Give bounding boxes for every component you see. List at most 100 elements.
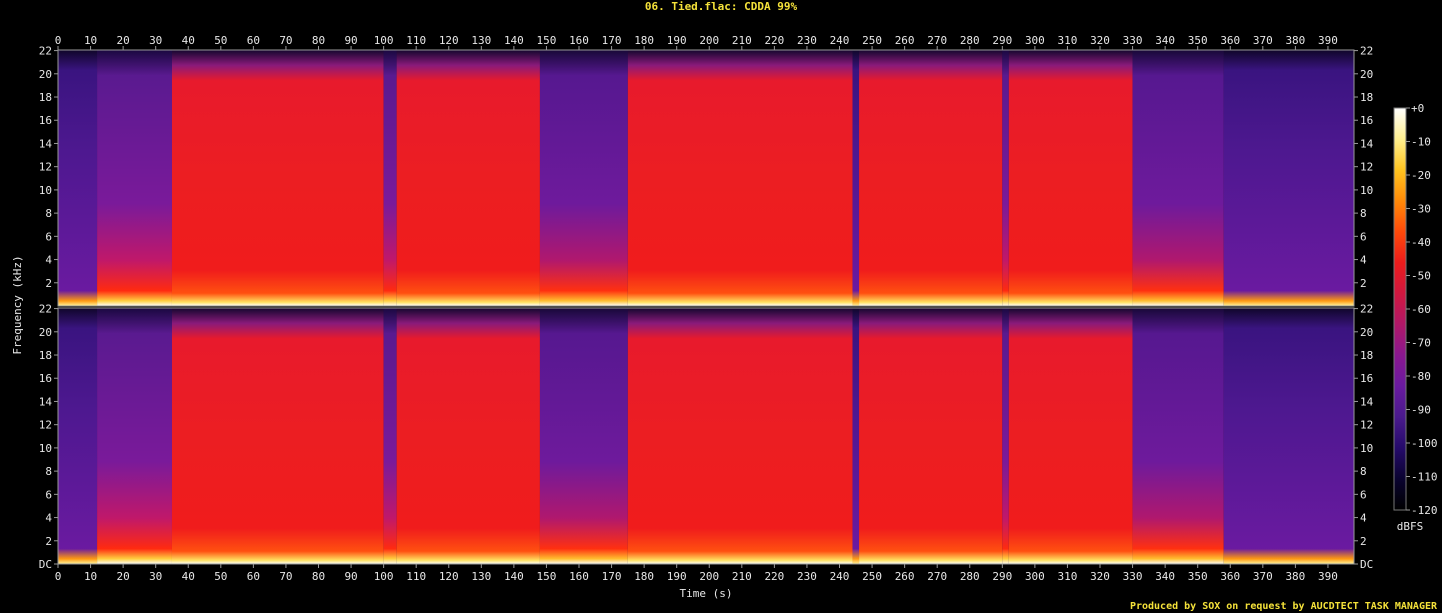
x-tick-label-bottom: 220 <box>764 570 784 583</box>
y-tick-label-left: DC <box>39 558 52 571</box>
x-tick-label-bottom: 350 <box>1188 570 1208 583</box>
x-tick-label-bottom: 150 <box>537 570 557 583</box>
segment-11 <box>1008 308 1133 564</box>
x-tick-label-bottom: 260 <box>895 570 915 583</box>
x-tick-label-bottom: 370 <box>1253 570 1273 583</box>
x-tick-label-bottom: 210 <box>732 570 752 583</box>
x-tick-label-top: 220 <box>764 34 784 47</box>
y-tick-label-right: 22 <box>1360 45 1373 58</box>
y-tick-label-left: 12 <box>39 161 52 174</box>
segment-10 <box>1002 308 1009 564</box>
segment-13 <box>1223 50 1354 306</box>
x-tick-label-bottom: 290 <box>992 570 1012 583</box>
y-tick-label-left: 14 <box>39 395 53 408</box>
x-tick-label-bottom: 390 <box>1318 570 1338 583</box>
segment-13 <box>1223 308 1354 564</box>
x-tick-label-top: 40 <box>182 34 195 47</box>
chart-title: 06. Tied.flac: CDDA 99% <box>645 0 798 13</box>
y-tick-label-left: 4 <box>45 512 52 525</box>
x-tick-label-top: 330 <box>1123 34 1143 47</box>
y-tick-label-left: 4 <box>45 254 52 267</box>
x-tick-label-top: 60 <box>247 34 260 47</box>
x-tick-label-top: 340 <box>1155 34 1175 47</box>
segment-5 <box>396 50 540 306</box>
x-tick-label-bottom: 30 <box>149 570 162 583</box>
x-tick-label-top: 100 <box>374 34 394 47</box>
x-tick-label-bottom: 270 <box>927 570 947 583</box>
x-tick-label-top: 130 <box>471 34 491 47</box>
x-tick-label-top: 210 <box>732 34 752 47</box>
colorbar-tick-label: +0 <box>1411 102 1424 115</box>
x-tick-label-bottom: 70 <box>279 570 292 583</box>
x-tick-label-top: 310 <box>1058 34 1078 47</box>
x-tick-label-bottom: 180 <box>634 570 654 583</box>
x-tick-label-bottom: 280 <box>960 570 980 583</box>
y-tick-label-right: 2 <box>1360 277 1367 290</box>
segment-12 <box>1132 50 1224 306</box>
x-tick-label-top: 260 <box>895 34 915 47</box>
y-tick-label-right: 20 <box>1360 68 1373 81</box>
x-tick-label-top: 30 <box>149 34 162 47</box>
x-tick-label-top: 270 <box>927 34 947 47</box>
x-tick-label-bottom: 110 <box>406 570 426 583</box>
x-tick-label-bottom: 40 <box>182 570 195 583</box>
segment-8 <box>852 50 860 306</box>
colorbar-tick-label: -90 <box>1411 404 1431 417</box>
x-tick-label-bottom: 300 <box>1025 570 1045 583</box>
x-tick-label-top: 200 <box>699 34 719 47</box>
x-tick-label-top: 120 <box>439 34 459 47</box>
x-tick-label-top: 230 <box>797 34 817 47</box>
x-tick-label-top: 350 <box>1188 34 1208 47</box>
y-tick-label-left: 16 <box>39 114 52 127</box>
plot-area <box>57 49 1355 565</box>
y-tick-label-left: 10 <box>39 442 52 455</box>
y-tick-label-right: 10 <box>1360 184 1373 197</box>
credit-text: Produced by SOX on request by AUCDTECT T… <box>1130 601 1438 612</box>
y-tick-label-right: 18 <box>1360 349 1373 362</box>
x-tick-label-bottom: 190 <box>667 570 687 583</box>
x-tick-label-top: 90 <box>344 34 357 47</box>
segment-4 <box>383 308 397 564</box>
y-tick-label-left: 6 <box>45 230 52 243</box>
segment-11 <box>1008 50 1133 306</box>
y-tick-label-right: 14 <box>1360 137 1374 150</box>
segment-5 <box>396 308 540 564</box>
colorbar-tick-label: -10 <box>1411 136 1431 149</box>
y-tick-label-right: 6 <box>1360 230 1367 243</box>
y-tick-label-right: 20 <box>1360 326 1373 339</box>
colorbar-tick-label: -50 <box>1411 270 1431 283</box>
x-tick-label-bottom: 230 <box>797 570 817 583</box>
colorbar-tick-label: -100 <box>1411 437 1438 450</box>
channel-panel-2 <box>57 307 1355 565</box>
x-tick-label-bottom: 100 <box>374 570 394 583</box>
y-tick-label-right: 10 <box>1360 442 1373 455</box>
x-tick-label-top: 360 <box>1220 34 1240 47</box>
x-tick-label-bottom: 80 <box>312 570 325 583</box>
y-tick-label-right: 14 <box>1360 395 1374 408</box>
x-tick-label-top: 300 <box>1025 34 1045 47</box>
x-tick-label-top: 390 <box>1318 34 1338 47</box>
x-tick-label-bottom: 120 <box>439 570 459 583</box>
y-tick-label-left: 2 <box>45 535 52 548</box>
segment-3 <box>171 50 384 306</box>
x-tick-label-bottom: 20 <box>117 570 130 583</box>
x-tick-label-top: 290 <box>992 34 1012 47</box>
x-tick-label-top: 170 <box>602 34 622 47</box>
x-tick-label-top: 80 <box>312 34 325 47</box>
x-tick-label-bottom: 200 <box>699 570 719 583</box>
segment-1 <box>58 50 98 306</box>
y-tick-label-right: 16 <box>1360 372 1373 385</box>
channel-panel-1 <box>57 49 1355 307</box>
x-tick-label-top: 10 <box>84 34 97 47</box>
y-tick-label-left: 14 <box>39 137 53 150</box>
x-tick-label-top: 160 <box>569 34 589 47</box>
panel-frame <box>57 307 1355 565</box>
colorbar-ticks: +0 -10 -20 -30 -40 -50 -60 -70 -80 -90 -100 -110 -12… <box>1406 102 1438 517</box>
segment-2 <box>97 308 172 564</box>
x-tick-label-bottom: 160 <box>569 570 589 583</box>
panel-frame <box>57 49 1355 307</box>
axes: 0 0 10 10 20 20 30 30 40 40 50 50 60 60 70 70 80 80 90 90 10… <box>39 34 1374 583</box>
y-tick-label-right: 8 <box>1360 465 1367 478</box>
x-tick-label-bottom: 320 <box>1090 570 1110 583</box>
colorbar-tick-label: -80 <box>1411 370 1431 383</box>
